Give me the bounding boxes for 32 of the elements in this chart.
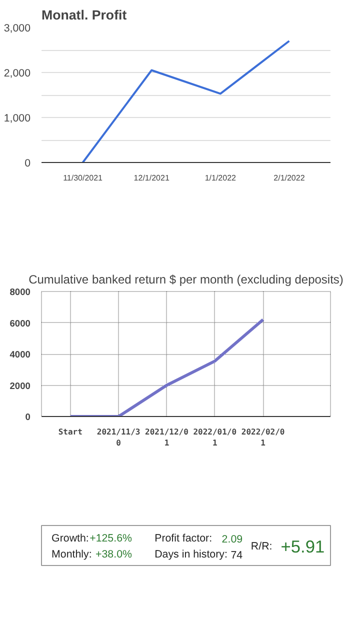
y-tick-label: 1,000 bbox=[4, 112, 31, 124]
line-series bbox=[82, 40, 290, 162]
text: Monthly: bbox=[52, 548, 92, 560]
text: Growth: bbox=[52, 532, 89, 544]
text: R/R: bbox=[250, 540, 272, 552]
text: Profit factor: bbox=[154, 532, 212, 544]
x-tick-label: 2021/12/01 bbox=[145, 428, 189, 448]
y-tick-label: 2,000 bbox=[4, 68, 31, 80]
text: +5.91 bbox=[280, 536, 325, 556]
x-tick-label: 1/1/2022 bbox=[204, 174, 237, 182]
y-tick-label: 4000 bbox=[10, 350, 31, 360]
x-tick-label: 2022/02/01 bbox=[241, 428, 285, 448]
chart-title: Monatl. Profit bbox=[42, 8, 128, 22]
chart-title: Cumulative banked return $ per month (excluding deposits) bbox=[28, 272, 344, 286]
x-tick-label: Start bbox=[58, 428, 83, 436]
text: 74 bbox=[230, 549, 243, 562]
line-series bbox=[68, 318, 265, 416]
x-tick-label: 2021/11/30 bbox=[96, 428, 140, 448]
x-tick-label: 11/30/2021 bbox=[63, 174, 104, 182]
y-tick-label: 8000 bbox=[10, 287, 31, 297]
y-tick-label: 0 bbox=[24, 158, 31, 170]
text: +38.0% bbox=[96, 548, 132, 560]
text: 2.09 bbox=[222, 533, 243, 546]
x-tick-label: 2/1/2022 bbox=[274, 174, 306, 182]
y-tick-label: 2000 bbox=[10, 380, 31, 391]
x-tick-label: 12/1/2021 bbox=[134, 174, 170, 182]
x-tick-label: 2022/01/01 bbox=[193, 428, 237, 448]
y-tick-label: 0 bbox=[25, 412, 31, 422]
y-tick-label: 3,000 bbox=[4, 22, 31, 34]
text: +125.6% bbox=[90, 532, 132, 544]
text: Days in history: bbox=[154, 548, 228, 560]
y-tick-label: 6000 bbox=[10, 318, 31, 328]
